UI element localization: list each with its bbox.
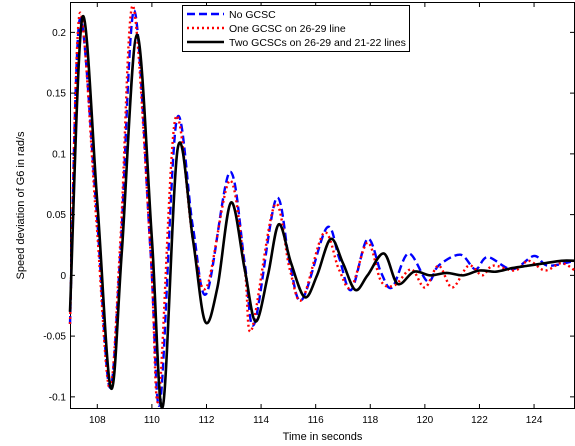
plot-area <box>71 3 575 409</box>
x-tick-label: 124 <box>526 415 543 426</box>
y-tick-label: -0.1 <box>49 392 67 403</box>
y-tick-label: 0.05 <box>47 210 67 221</box>
legend-label-no-gcsc: No GCSC <box>229 9 276 21</box>
y-tick-label: 0.15 <box>47 89 67 100</box>
x-axis-label: Time in seconds <box>283 431 363 443</box>
y-tick-label: -0.05 <box>43 332 66 343</box>
legend-label-one-gcsc: One GCSC on 26-29 line <box>229 23 346 35</box>
y-tick-label: 0.2 <box>52 28 66 39</box>
x-tick-label: 116 <box>308 415 324 426</box>
y-tick-label: 0 <box>60 271 66 282</box>
legend-label-two-gcscs: Two GCSCs on 26-29 and 21-22 lines <box>229 37 406 49</box>
x-tick-label: 110 <box>144 415 160 426</box>
y-axis-label: Speed deviation of G6 in rad/s <box>15 131 27 279</box>
x-tick-label: 118 <box>362 415 378 426</box>
x-tick-label: 108 <box>89 415 106 426</box>
x-tick-label: 114 <box>253 415 269 426</box>
y-tick-label: 0.1 <box>52 149 66 160</box>
x-tick-label: 112 <box>199 415 215 426</box>
x-tick-label: 122 <box>471 415 488 426</box>
x-tick-label: 120 <box>417 415 434 426</box>
legend: No GCSC One GCSC on 26-29 line Two GCSCs… <box>183 6 410 52</box>
